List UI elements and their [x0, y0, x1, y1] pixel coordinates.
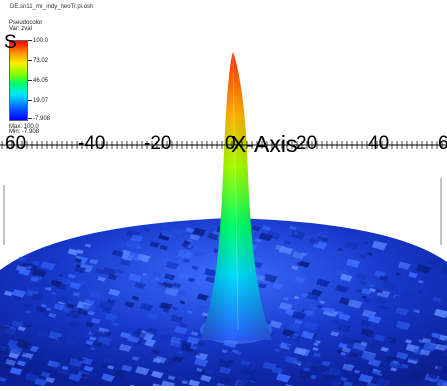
- legend-tick: 46.05: [28, 78, 48, 85]
- legend-tick: 100.0: [28, 38, 48, 45]
- x-axis-tick-label: 60: [5, 134, 26, 153]
- x-axis-title: X-Axis: [231, 133, 297, 156]
- legend-corner-letter: S: [4, 33, 17, 52]
- x-axis-tick-label: -40: [78, 134, 105, 153]
- file-name: DE.sn11_mr_indy_neoTr.pi.osh: [10, 4, 93, 11]
- legend-tick: -7.908: [28, 116, 50, 123]
- x-axis-tick-label: -20: [144, 134, 171, 153]
- legend-tick: 73.02: [28, 58, 48, 65]
- legend-tick: 19.07: [28, 98, 48, 105]
- x-axis-tick-label: 20: [296, 134, 317, 153]
- x-axis-tick-label: 40: [368, 134, 389, 153]
- x-axis-tick-label: 6: [438, 134, 447, 153]
